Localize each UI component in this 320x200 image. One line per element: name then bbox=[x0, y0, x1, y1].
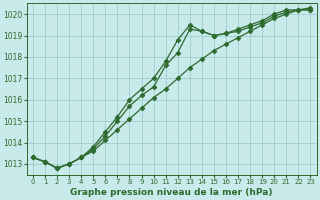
X-axis label: Graphe pression niveau de la mer (hPa): Graphe pression niveau de la mer (hPa) bbox=[70, 188, 273, 197]
